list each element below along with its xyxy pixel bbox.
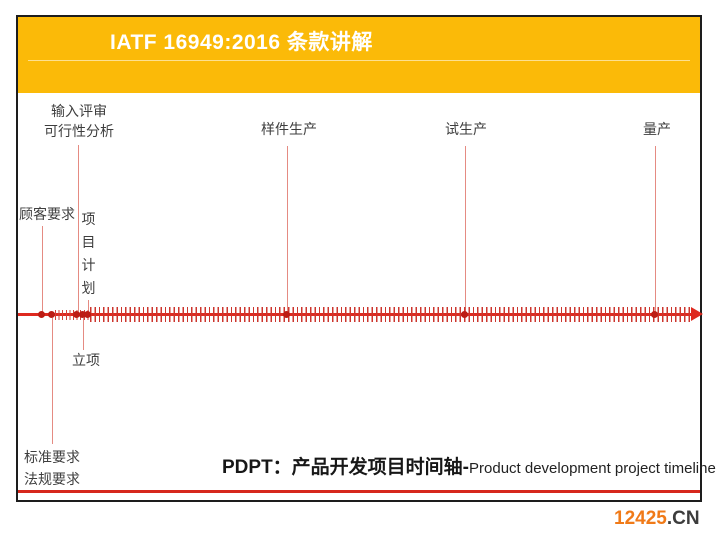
connector-customer-requirements — [42, 226, 43, 312]
slide-border — [16, 15, 702, 502]
timeline-arrow-icon — [691, 307, 703, 321]
title-banner — [18, 17, 700, 93]
bottom-red-rule — [18, 490, 700, 493]
page-title: IATF 16949:2016 条款讲解 — [110, 31, 373, 54]
milestone-label-trial-production: 试生产 — [445, 121, 487, 137]
watermark: 12425.CN — [614, 508, 700, 530]
milestone-label-standard-requirements: 标准要求 — [24, 449, 80, 465]
milestone-dot-project-plan — [84, 311, 91, 318]
connector-trial-production — [465, 146, 466, 312]
milestone-dot-input-review — [73, 311, 80, 318]
milestone-label-regulatory-requirements: 法规要求 — [24, 471, 80, 487]
milestone-label-sample-production: 样件生产 — [261, 121, 317, 137]
milestone-dot-feasibility — [79, 311, 86, 318]
timeline-ticks-dense — [90, 307, 690, 322]
milestone-label-feasibility-analysis: 可行性分析 — [44, 123, 114, 139]
connector-standard-requirements — [52, 318, 53, 444]
connector-sample-production — [287, 146, 288, 312]
milestone-label-mass-production: 量产 — [643, 121, 671, 137]
banner-divider-line — [28, 60, 690, 61]
timeline-ticks-short — [55, 310, 89, 320]
caption-english: Product development project timeline — [469, 460, 716, 477]
milestone-label-customer-requirements: 顾客要求 — [19, 206, 75, 222]
milestone-label-input-review-feasibility: 输入评审 可行性分析 — [18, 101, 140, 141]
caption-chinese-bold: PDPT：产品开发项目时间轴- — [222, 457, 470, 478]
milestone-label-project-plan: 项目计划 — [81, 211, 96, 296]
milestone-dot-project-kickoff — [48, 311, 55, 318]
milestone-dot-customer-requirements — [38, 311, 45, 318]
connector-project-plan — [88, 300, 89, 312]
milestone-dot-sample-production — [283, 311, 290, 318]
watermark-number: 12425 — [614, 508, 667, 529]
timeline-caption: PDPT：产品开发项目时间轴-Product development proje… — [222, 452, 716, 479]
connector-project-kickoff — [83, 318, 84, 350]
connector-mass-production — [655, 146, 656, 312]
milestone-label-project-kickoff: 立项 — [72, 352, 100, 368]
watermark-suffix: .CN — [666, 508, 700, 529]
connector-feasibility-analysis — [78, 145, 79, 312]
milestone-label-input-review: 输入评审 — [51, 103, 107, 119]
milestone-dot-trial-production — [461, 311, 468, 318]
milestone-dot-mass-production — [651, 311, 658, 318]
